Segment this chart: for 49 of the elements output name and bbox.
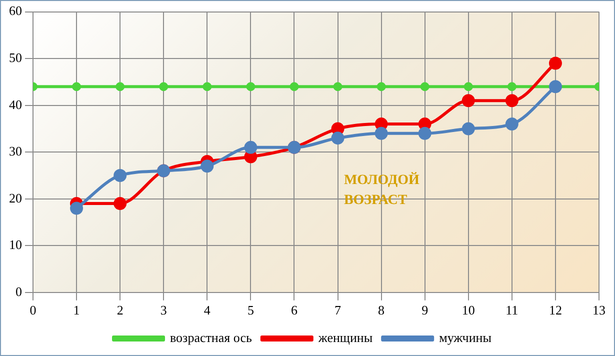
point (290, 82, 299, 92)
point (462, 122, 475, 136)
point (548, 56, 562, 70)
x-tick-label: 7 (334, 302, 342, 318)
point (464, 82, 473, 92)
x-tick-label: 1 (73, 302, 80, 318)
point (116, 82, 125, 92)
point (70, 202, 84, 215)
x-tick-label: 6 (290, 302, 298, 318)
y-tick-label: 10 (9, 237, 22, 252)
x-tick-label: 0 (30, 302, 36, 318)
point (244, 140, 258, 154)
x-tick-label: 9 (422, 302, 428, 318)
point (462, 94, 475, 108)
y-tick-label: 60 (9, 3, 22, 18)
point (505, 118, 518, 131)
y-tick-label: 20 (9, 190, 22, 206)
point (376, 82, 386, 92)
point (202, 82, 212, 92)
x-tick-label: 10 (462, 302, 475, 318)
point (333, 82, 342, 92)
y-tick-label: 40 (9, 96, 22, 112)
annotation: МОЛОДОЙ ВОЗРАСТ (344, 172, 420, 208)
x-tick-label: 12 (548, 302, 562, 318)
point (200, 160, 214, 173)
legend-label: мужчины (439, 330, 492, 345)
point (331, 132, 344, 145)
point (159, 82, 168, 92)
x-tick-label: 5 (247, 302, 254, 318)
x-tick-label: 8 (378, 302, 385, 318)
legend-label: возрастная ось (170, 330, 252, 345)
point (72, 82, 82, 92)
point (418, 126, 432, 140)
point (246, 82, 256, 92)
y-tick-label: 50 (9, 50, 22, 65)
x-tick-label: 2 (116, 302, 124, 318)
point (420, 82, 430, 92)
x-tick-label: 3 (160, 302, 167, 318)
x-tick-label: 13 (592, 302, 606, 318)
y-tick-label: 0 (16, 284, 22, 299)
point (507, 82, 516, 92)
point (374, 126, 388, 140)
legend-label: женщины (317, 330, 373, 345)
point (114, 197, 127, 210)
point (505, 94, 518, 108)
x-tick-label: 4 (204, 302, 211, 318)
point (114, 168, 127, 182)
x-tick-label: 11 (506, 302, 518, 318)
y-tick-label: 30 (9, 144, 22, 159)
